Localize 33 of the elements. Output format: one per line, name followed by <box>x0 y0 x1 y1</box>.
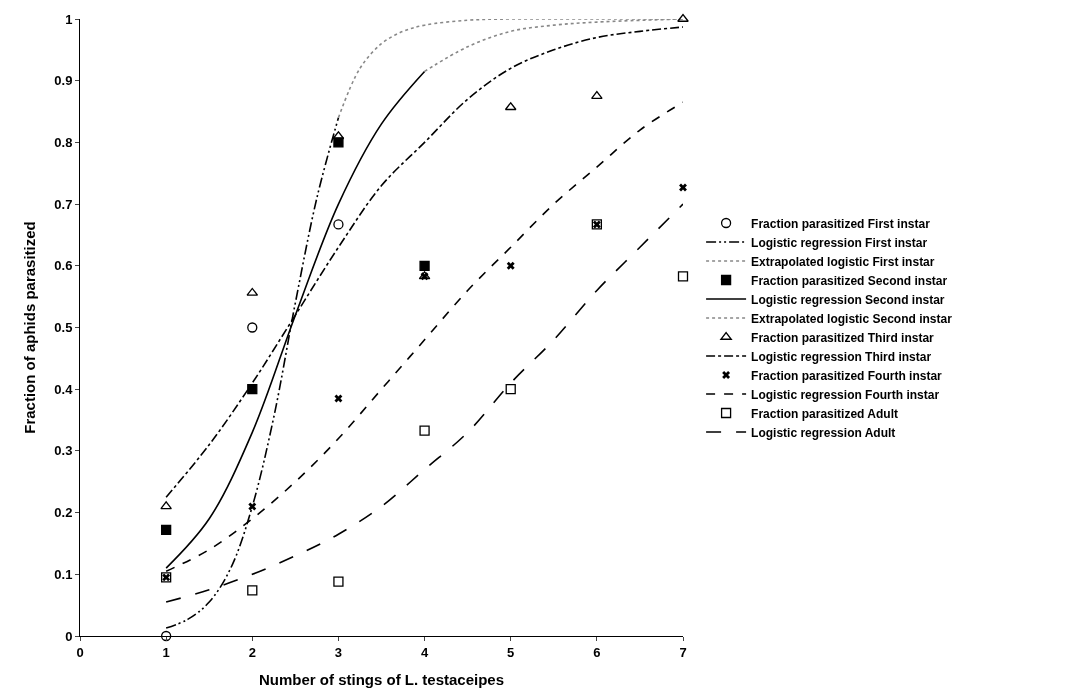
x-axis-title: Number of stings of L. testaceipes <box>258 670 505 688</box>
x-tick-label: 1 <box>162 644 170 660</box>
x-tick-label: 2 <box>248 644 256 660</box>
y-tick-label: 1 <box>65 11 73 27</box>
x-tick-label: 0 <box>76 644 84 660</box>
legend-label: Logistic regression Third instar <box>751 349 932 364</box>
y-tick-label: 0 <box>65 628 73 644</box>
legend-label: Extrapolated logistic Second instar <box>751 311 953 326</box>
x-tick-label: 4 <box>420 644 429 660</box>
y-tick-label: 0.9 <box>54 73 73 89</box>
legend-label: Logistic regression Fourth instar <box>751 387 940 402</box>
y-tick-label: 0.8 <box>54 134 73 150</box>
y-axis-title: Fraction of aphids parasitized <box>20 221 38 434</box>
legend-label: Fraction parasitized Adult <box>751 406 898 421</box>
legend-label: Fraction parasitized Fourth instar <box>751 368 943 383</box>
y-tick-label: 0.2 <box>54 505 73 521</box>
legend-label: Extrapolated logistic First instar <box>751 254 935 269</box>
legend-label: Logistic regression First instar <box>751 235 928 250</box>
legend-label: Fraction parasitized Second instar <box>751 273 948 288</box>
legend-label: Fraction parasitized Third instar <box>751 330 935 345</box>
legend-label: Fraction parasitized First instar <box>751 216 931 231</box>
x-tick-label: 3 <box>334 644 343 660</box>
x-tick-label: 5 <box>507 644 515 660</box>
x-tick-label: 7 <box>679 644 687 660</box>
y-tick-label: 0.6 <box>54 258 73 274</box>
y-tick-label: 0.3 <box>54 443 73 459</box>
y-tick-label: 0.4 <box>54 381 74 397</box>
x-tick-label: 6 <box>593 644 601 660</box>
legend-label: Logistic regression Adult <box>751 425 896 440</box>
legend-label: Logistic regression Second instar <box>751 292 945 307</box>
y-tick-label: 0.5 <box>54 320 73 336</box>
y-tick-label: 0.7 <box>54 196 73 212</box>
y-tick-label: 0.1 <box>54 566 73 582</box>
